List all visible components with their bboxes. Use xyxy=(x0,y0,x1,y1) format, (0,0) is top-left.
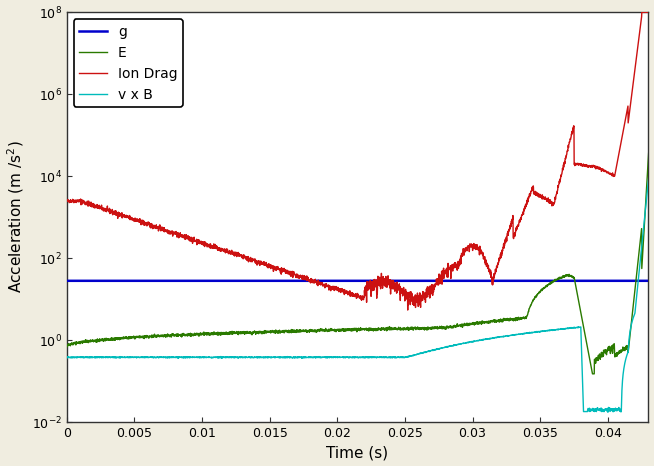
Ion Drag xyxy=(312,279,320,285)
Ion Drag xyxy=(129,216,137,222)
Ion Drag xyxy=(287,272,295,277)
E xyxy=(287,329,295,335)
v x B xyxy=(573,324,581,330)
E xyxy=(636,242,644,247)
v x B xyxy=(636,262,644,267)
g xyxy=(312,278,320,284)
g xyxy=(164,278,172,284)
v x B xyxy=(164,355,172,361)
E xyxy=(647,108,654,113)
v x B xyxy=(287,355,295,360)
X-axis label: Time (s): Time (s) xyxy=(326,445,388,460)
Ion Drag xyxy=(573,161,581,167)
g xyxy=(573,278,581,284)
g xyxy=(636,278,644,284)
Ion Drag xyxy=(647,10,654,15)
g xyxy=(129,278,137,284)
v x B xyxy=(604,410,611,415)
Line: E: E xyxy=(67,110,651,374)
v x B xyxy=(129,355,137,360)
Line: v x B: v x B xyxy=(67,153,651,412)
v x B xyxy=(312,355,320,360)
Ion Drag xyxy=(164,231,172,236)
g xyxy=(287,278,295,284)
g xyxy=(647,278,654,284)
E xyxy=(129,335,137,341)
E xyxy=(164,332,172,338)
v x B xyxy=(647,151,654,156)
Legend: g, E, Ion Drag, v x B: g, E, Ion Drag, v x B xyxy=(74,19,183,107)
Ion Drag xyxy=(636,28,644,34)
Ion Drag xyxy=(638,10,645,15)
E xyxy=(589,371,596,377)
Ion Drag xyxy=(63,198,71,203)
g xyxy=(63,278,71,284)
Line: Ion Drag: Ion Drag xyxy=(67,13,651,310)
Ion Drag xyxy=(404,307,411,313)
E xyxy=(63,343,71,349)
E xyxy=(312,328,320,334)
E xyxy=(573,288,581,294)
Y-axis label: Acceleration (m /s$^2$): Acceleration (m /s$^2$) xyxy=(5,141,26,294)
v x B xyxy=(63,355,71,360)
